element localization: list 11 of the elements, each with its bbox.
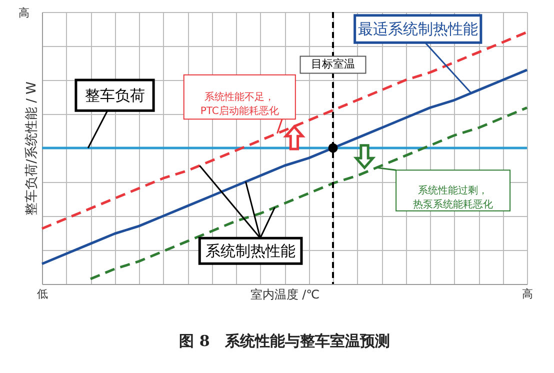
annotation: 系统性能过剩，热泵系统能耗恶化: [413, 184, 494, 210]
annotation: 整车负荷: [84, 86, 145, 104]
x-axis-title: 室内温度 /℃: [250, 288, 320, 302]
annotation: 系统制热性能: [206, 242, 296, 260]
annotation: 系统性能不足，PTC启动能耗恶化: [200, 91, 279, 117]
x-tick-label: 低: [37, 288, 48, 300]
y-axis-title: 整车负荷/系统性能 / W: [24, 81, 40, 216]
annotation: 目标室温: [311, 58, 355, 71]
text: 图 8 系统性能与整车室温预测: [179, 332, 390, 350]
text: 高: [18, 6, 30, 20]
annotation: 最适系统制热性能: [358, 20, 478, 38]
